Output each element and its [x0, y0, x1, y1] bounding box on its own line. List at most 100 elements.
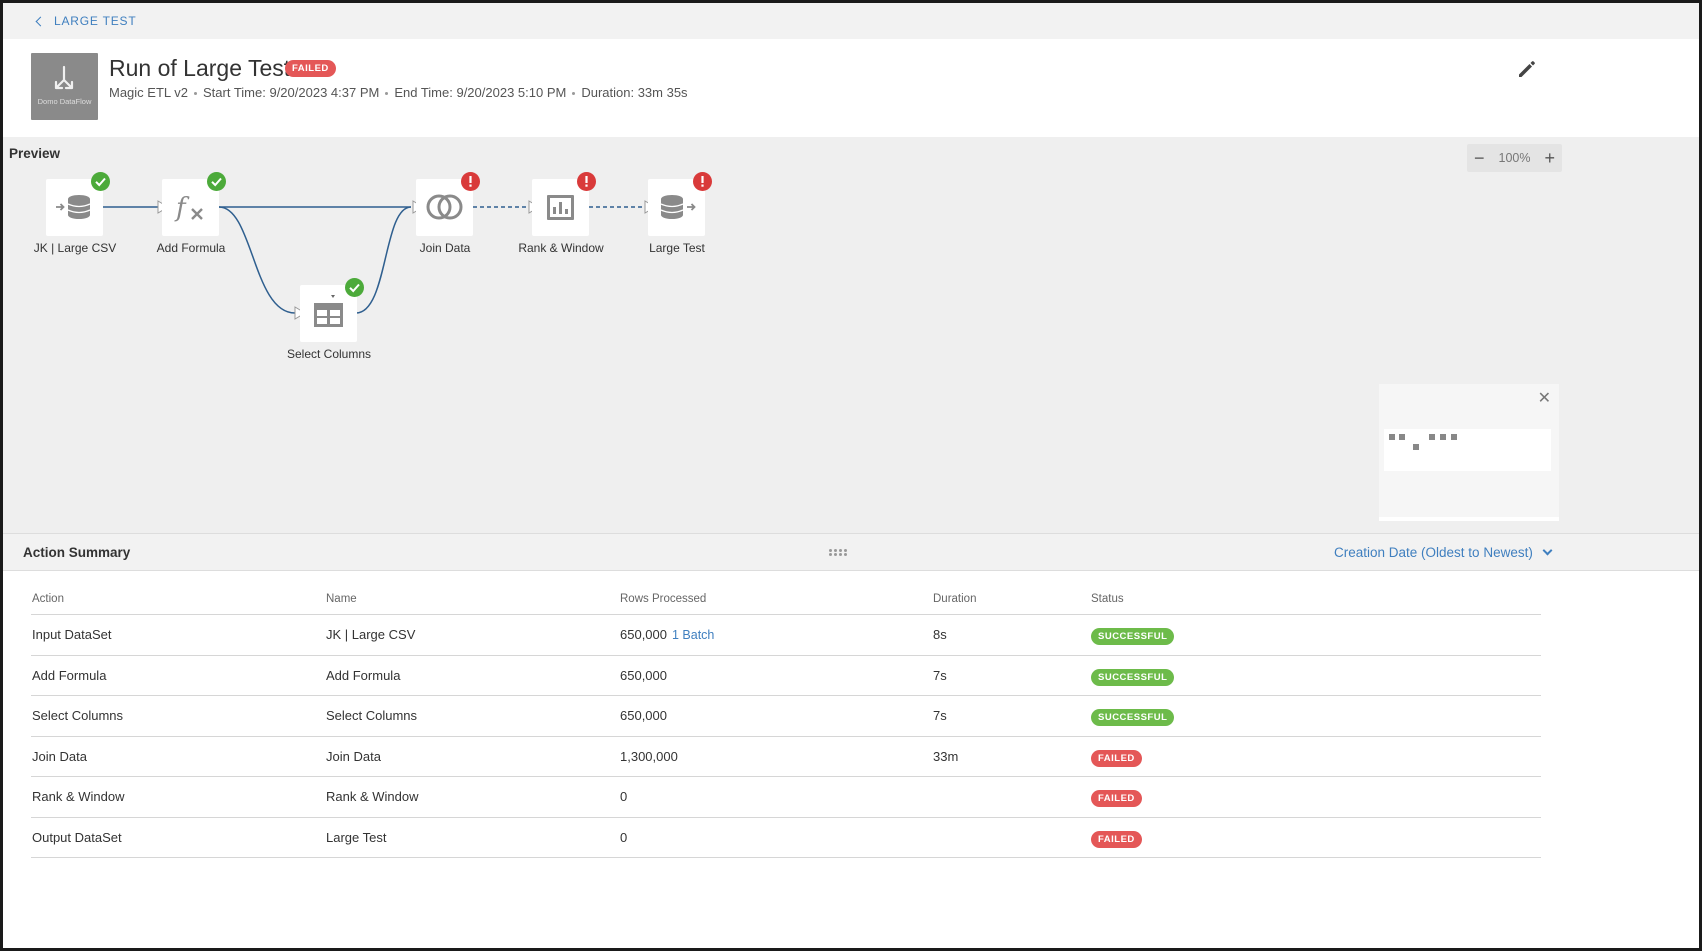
- table-row[interactable]: Rank & Window Rank & Window 0 FAILED: [31, 777, 1541, 818]
- cell-name: Join Data: [326, 748, 381, 764]
- minimap-scrollbar[interactable]: [1379, 517, 1559, 521]
- output-dataset-icon: [660, 195, 696, 219]
- cell-action: Rank & Window: [32, 789, 125, 804]
- cell-action: Select Columns: [32, 708, 124, 723]
- cell-name: Rank & Window: [326, 789, 419, 804]
- top-bar: LARGE TEST: [3, 3, 1699, 39]
- table-row[interactable]: Output DataSet Large Test 0 FAILED: [31, 818, 1541, 858]
- edge: [219, 200, 424, 214]
- join-icon: [426, 194, 463, 220]
- meta-duration: Duration: 33m 35s: [581, 85, 688, 100]
- rows-value: 650,000: [620, 627, 667, 642]
- edge: [473, 200, 540, 214]
- table-row[interactable]: Select Columns Select Columns 650,000 7s…: [31, 696, 1541, 737]
- table-row[interactable]: Add Formula Add Formula 650,000 7s SUCCE…: [31, 656, 1541, 696]
- table-row[interactable]: Join Data Join Data 1,300,000 33m FAILED: [31, 737, 1541, 777]
- node-label: JK | Large CSV: [33, 241, 117, 255]
- cell-rows: 1,300,000: [620, 748, 678, 764]
- batch-link[interactable]: 1 Batch: [672, 628, 715, 642]
- action-summary-title: Action Summary: [23, 545, 131, 560]
- check-icon: [207, 172, 226, 191]
- cell-duration: 33m: [933, 748, 959, 764]
- cell-action: Input DataSet: [32, 627, 112, 642]
- cell-duration: 7s: [933, 708, 947, 723]
- zoom-control: − 100% +: [1467, 144, 1562, 172]
- action-summary-header: Action Summary Creation Date (Oldest to …: [3, 533, 1699, 571]
- status-badge: SUCCESSFUL: [1091, 668, 1175, 686]
- column-header-action[interactable]: Action: [32, 593, 64, 605]
- chevron-down-icon: [1542, 545, 1553, 556]
- cell-rows: 0: [620, 789, 628, 804]
- sort-dropdown[interactable]: Creation Date (Oldest to Newest): [1334, 545, 1553, 560]
- run-status-badge: FAILED: [285, 60, 336, 77]
- preview-label: Preview: [9, 146, 61, 161]
- status-badge: FAILED: [1091, 749, 1142, 767]
- cell-action: Add Formula: [32, 667, 107, 683]
- minimap-node: [1451, 434, 1457, 440]
- edit-button[interactable]: [1515, 57, 1539, 81]
- cell-rows: 650,000: [620, 667, 667, 683]
- formula-icon: f: [174, 193, 203, 223]
- status-badge: FAILED: [1091, 830, 1142, 848]
- error-icon: [461, 172, 480, 191]
- cell-name: Add Formula: [326, 667, 401, 683]
- separator-dot: [385, 92, 389, 96]
- cell-name: Select Columns: [326, 708, 418, 723]
- pencil-icon: [1519, 61, 1535, 77]
- zoom-out-button[interactable]: −: [1474, 148, 1485, 168]
- cell-name: JK | Large CSV: [326, 627, 416, 642]
- node-label: Rank & Window: [518, 241, 604, 255]
- column-header-name[interactable]: Name: [326, 593, 357, 605]
- run-header: Domo DataFlow Run of Large Test FAILED M…: [3, 39, 1699, 137]
- minimap-node: [1399, 434, 1405, 440]
- cell-status: FAILED: [1091, 749, 1142, 767]
- back-link[interactable]: LARGE TEST: [35, 14, 137, 28]
- minimap-node: [1440, 434, 1446, 440]
- cell-action: Join Data: [32, 748, 87, 764]
- node-select-columns[interactable]: [300, 285, 357, 342]
- table-row[interactable]: Input DataSet JK | Large CSV 650,000 1 Ba…: [31, 615, 1541, 656]
- column-header-status[interactable]: Status: [1091, 593, 1124, 605]
- zoom-in-button[interactable]: +: [1544, 148, 1555, 168]
- cell-rows: 0: [620, 829, 628, 845]
- edge: [355, 206, 412, 314]
- node-label: Add Formula: [156, 241, 226, 255]
- cell-status: SUCCESSFUL: [1091, 668, 1175, 686]
- run-meta: Magic ETL v2 Start Time: 9/20/2023 4:37 P…: [109, 85, 688, 100]
- error-icon: [693, 172, 712, 191]
- back-link-label: LARGE TEST: [54, 14, 137, 28]
- status-badge: FAILED: [1091, 790, 1142, 807]
- edge: [218, 206, 306, 320]
- dataflow-icon: [54, 65, 74, 90]
- preview-canvas[interactable]: Preview − 100% +: [3, 137, 1699, 533]
- resize-grip-icon[interactable]: [829, 549, 849, 557]
- table-header: Action Name Rows Processed Duration Stat…: [31, 585, 1541, 615]
- status-badge: SUCCESSFUL: [1091, 628, 1175, 645]
- check-icon: [91, 172, 110, 191]
- svg-text:f: f: [174, 193, 190, 223]
- minimap-viewport[interactable]: [1384, 429, 1551, 471]
- status-badge: SUCCESSFUL: [1091, 709, 1175, 726]
- check-icon: [345, 278, 364, 297]
- separator-dot: [194, 92, 197, 96]
- cell-action: Output DataSet: [32, 829, 122, 845]
- node-label: Large Test: [649, 241, 705, 255]
- cell-status: SUCCESSFUL: [1091, 708, 1175, 726]
- meta-etl-version: Magic ETL v2: [109, 85, 188, 100]
- column-header-duration[interactable]: Duration: [933, 593, 977, 605]
- page-title: Run of Large Test: [109, 55, 291, 81]
- zoom-level: 100%: [1498, 151, 1531, 165]
- logo-text: Domo DataFlow: [37, 97, 92, 106]
- cell-status: FAILED: [1091, 789, 1142, 807]
- cell-name: Large Test: [326, 829, 387, 845]
- close-icon[interactable]: ✕: [1537, 390, 1551, 407]
- action-summary-table: Action Name Rows Processed Duration Stat…: [31, 585, 1541, 858]
- minimap[interactable]: ✕: [1379, 384, 1559, 521]
- separator-dot: [572, 92, 576, 96]
- select-columns-icon: [314, 295, 343, 327]
- minimap-node: [1389, 434, 1395, 440]
- column-header-rows[interactable]: Rows Processed: [620, 593, 707, 605]
- minimap-node: [1429, 434, 1435, 440]
- meta-end-time: End Time: 9/20/2023 5:10 PM: [394, 85, 567, 100]
